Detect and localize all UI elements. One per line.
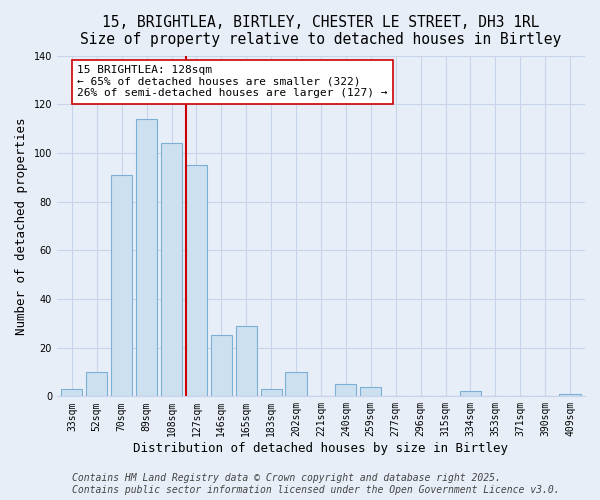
Y-axis label: Number of detached properties: Number of detached properties xyxy=(15,117,28,334)
Bar xyxy=(211,336,232,396)
Bar xyxy=(61,389,82,396)
Bar xyxy=(186,165,207,396)
Title: 15, BRIGHTLEA, BIRTLEY, CHESTER LE STREET, DH3 1RL
Size of property relative to : 15, BRIGHTLEA, BIRTLEY, CHESTER LE STREE… xyxy=(80,15,562,48)
X-axis label: Distribution of detached houses by size in Birtley: Distribution of detached houses by size … xyxy=(133,442,508,455)
Bar xyxy=(161,143,182,397)
Text: Contains HM Land Registry data © Crown copyright and database right 2025.
Contai: Contains HM Land Registry data © Crown c… xyxy=(72,474,560,495)
Bar xyxy=(260,389,282,396)
Bar xyxy=(286,372,307,396)
Bar xyxy=(335,384,356,396)
Text: 15 BRIGHTLEA: 128sqm
← 65% of detached houses are smaller (322)
26% of semi-deta: 15 BRIGHTLEA: 128sqm ← 65% of detached h… xyxy=(77,65,388,98)
Bar xyxy=(236,326,257,396)
Bar xyxy=(86,372,107,396)
Bar xyxy=(460,392,481,396)
Bar xyxy=(360,386,382,396)
Bar xyxy=(136,119,157,396)
Bar xyxy=(559,394,581,396)
Bar xyxy=(111,175,132,396)
